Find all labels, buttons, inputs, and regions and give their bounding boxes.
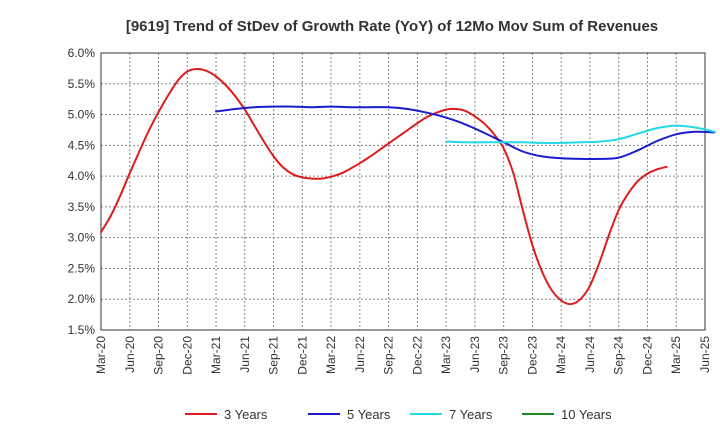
series-line-3-years (100, 67, 668, 306)
y-tick-label: 2.5% (68, 261, 96, 275)
x-tick-label: Mar-24 (554, 336, 568, 374)
y-tick-label: 3.0% (68, 231, 96, 245)
y-tick-label: 1.5% (68, 323, 96, 337)
x-tick-label: Mar-20 (94, 336, 108, 374)
x-tick-label: Dec-20 (180, 336, 194, 375)
series-line-5-years (215, 105, 716, 161)
x-tick-label: Sep-21 (267, 336, 281, 375)
x-tick-label: Jun-22 (353, 336, 367, 373)
x-tick-label: Jun-21 (238, 336, 252, 373)
legend-label-10-years: 10 Years (561, 407, 612, 422)
x-tick-label: Jun-25 (698, 336, 712, 373)
y-tick-label: 5.0% (68, 108, 96, 122)
series-line-7-years (445, 124, 716, 144)
y-tick-label: 5.5% (68, 77, 96, 91)
y-tick-label: 4.5% (68, 138, 96, 152)
legend: 3 Years 5 Years 7 Years 10 Years (185, 407, 612, 422)
x-tick-label: Jun-24 (583, 336, 597, 373)
series-layer (100, 67, 716, 306)
x-tick-label: Dec-23 (525, 336, 539, 375)
legend-label-5-years: 5 Years (347, 407, 391, 422)
legend-label-7-years: 7 Years (449, 407, 493, 422)
x-tick-label: Sep-20 (152, 336, 166, 375)
grid-layer (101, 53, 705, 330)
y-tick-label: 6.0% (68, 46, 96, 60)
y-tick-label: 3.5% (68, 200, 96, 214)
x-tick-label: Mar-22 (324, 336, 338, 374)
y-tick-label: 2.0% (68, 292, 96, 306)
plot-area-frame (100, 52, 706, 331)
x-tick-label: Jun-23 (468, 336, 482, 373)
x-tick-label: Sep-24 (612, 336, 626, 375)
chart-title: [9619] Trend of StDev of Growth Rate (Yo… (126, 18, 658, 35)
x-tick-label: Mar-25 (669, 336, 683, 374)
x-tick-label: Mar-21 (209, 336, 223, 374)
x-tick-label: Dec-24 (640, 336, 654, 375)
x-tick-label: Dec-21 (295, 336, 309, 375)
x-tick-label: Dec-22 (410, 336, 424, 375)
y-tick-label: 4.0% (68, 169, 96, 183)
legend-label-3-years: 3 Years (224, 407, 268, 422)
x-tick-label: Sep-23 (497, 336, 511, 375)
x-axis-ticks: Mar-20 Jun-20 Sep-20 Dec-20 Mar-21 Jun-21 Sep-… (94, 336, 712, 375)
x-tick-label: Sep-22 (382, 336, 396, 375)
x-tick-label: Jun-20 (123, 336, 137, 373)
x-tick-label: Mar-23 (439, 336, 453, 374)
y-axis-ticks: 1.5% 2.0% 2.5% 3.0% 3.5% 4.0% 4.5% 5.0% 5.5% 6.0% (68, 46, 96, 337)
